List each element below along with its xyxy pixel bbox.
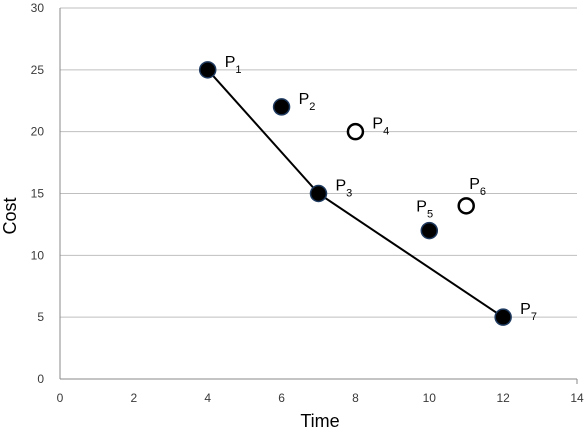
x-tick-label-10: 10 xyxy=(423,391,437,405)
point-p6 xyxy=(457,197,475,215)
x-tick-label-12: 12 xyxy=(496,391,510,405)
y-tick-label-5: 5 xyxy=(37,310,44,324)
y-tick-label-20: 20 xyxy=(31,125,45,139)
point-label-p2: P2 xyxy=(299,91,316,113)
x-tick-label-2: 2 xyxy=(131,391,138,405)
point-label-main: P xyxy=(416,199,427,216)
x-tick-label-0: 0 xyxy=(57,391,64,405)
point-p7 xyxy=(494,308,512,326)
point-label-subscript: 5 xyxy=(427,209,433,221)
point-label-subscript: 1 xyxy=(235,64,241,76)
point-label-subscript: 3 xyxy=(346,188,352,200)
y-tick-label-10: 10 xyxy=(31,248,45,262)
x-tick-label-8: 8 xyxy=(352,391,359,405)
point-label-p7: P7 xyxy=(520,301,537,323)
point-label-subscript: 6 xyxy=(480,186,486,198)
point-p2 xyxy=(272,98,291,116)
point-label-p6: P6 xyxy=(469,176,486,198)
point-p4 xyxy=(346,122,365,141)
point-label-main: P xyxy=(520,301,531,318)
point-label-p4: P4 xyxy=(372,116,389,138)
data-points xyxy=(198,61,512,326)
x-axis-title: Time xyxy=(300,411,339,431)
y-axis-title: Cost xyxy=(0,197,20,234)
x-tick-label-14: 14 xyxy=(570,391,584,405)
point-label-main: P xyxy=(225,54,236,71)
point-p3 xyxy=(309,184,328,203)
point-p1 xyxy=(198,61,217,79)
y-tick-label-25: 25 xyxy=(31,63,45,77)
point-label-subscript: 4 xyxy=(383,126,389,138)
axes xyxy=(59,8,578,384)
point-label-subscript: 2 xyxy=(309,101,315,113)
point-p5 xyxy=(420,221,439,240)
point-label-p5: P5 xyxy=(416,199,433,221)
gridlines xyxy=(60,7,577,318)
point-label-main: P xyxy=(336,178,347,195)
point-label-main: P xyxy=(299,91,310,108)
point-label-main: P xyxy=(372,116,383,133)
x-tick-label-6: 6 xyxy=(278,391,285,405)
x-tick-label-4: 4 xyxy=(204,391,211,405)
point-label-subscript: 7 xyxy=(531,311,537,323)
y-tick-label-0: 0 xyxy=(37,372,44,386)
y-tick-label-15: 15 xyxy=(31,187,45,201)
y-tick-label-30: 30 xyxy=(31,1,45,15)
point-label-main: P xyxy=(469,176,480,193)
point-label-p3: P3 xyxy=(336,178,353,200)
point-label-p1: P1 xyxy=(225,54,242,76)
